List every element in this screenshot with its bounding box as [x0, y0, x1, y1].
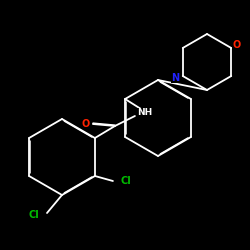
Text: Cl: Cl: [28, 210, 39, 220]
Text: Cl: Cl: [121, 176, 132, 186]
Text: N: N: [171, 73, 179, 83]
Text: NH: NH: [137, 108, 152, 118]
Text: O: O: [82, 119, 90, 129]
Text: O: O: [232, 40, 240, 50]
